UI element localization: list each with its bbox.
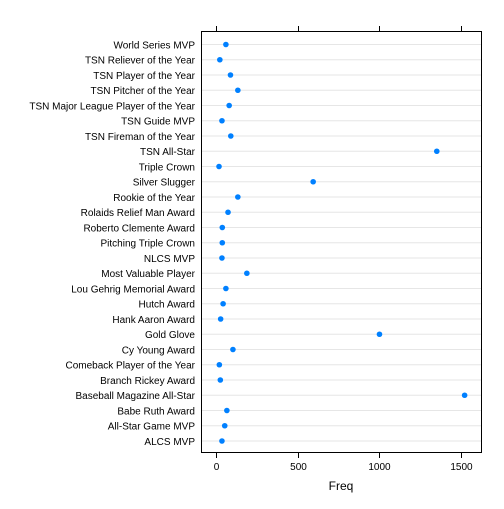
category-label-tsn-pitcher-of-the-year: TSN Pitcher of the Year (90, 86, 195, 97)
point-baseball-magazine-all-star (461, 392, 468, 399)
category-label-hank-aaron-award: Hank Aaron Award (112, 315, 195, 326)
category-label-tsn-reliever-of-the-year: TSN Reliever of the Year (85, 56, 196, 67)
category-label-triple-crown: Triple Crown (139, 162, 195, 173)
category-label-world-series-mvp: World Series MVP (113, 40, 195, 51)
point-tsn-fireman-of-the-year (228, 133, 234, 139)
x-axis-label: Freq (329, 479, 354, 493)
point-lou-gehrig-memorial-award (223, 285, 229, 292)
category-label-tsn-guide-mvp: TSN Guide MVP (121, 117, 195, 128)
category-label-tsn-player-of-the-year: TSN Player of the Year (93, 71, 195, 82)
category-labels: World Series MVP TSN Reliever of the Year… (29, 40, 196, 448)
category-label-roberto-clemente-award: Roberto Clemente Award (83, 223, 195, 234)
point-world-series-mvp (223, 41, 229, 48)
x-tick-label-1500: 1500 (450, 462, 473, 473)
category-label-gold-glove: Gold Glove (145, 330, 195, 341)
category-label-babe-ruth-award: Babe Ruth Award (117, 406, 195, 417)
point-hank-aaron-award (217, 316, 224, 322)
data-points (216, 41, 468, 444)
point-roberto-clemente-award (219, 224, 226, 231)
point-silver-slugger (310, 178, 316, 185)
point-most-valuable-player (244, 270, 250, 277)
grid-lines (202, 44, 481, 442)
category-label-hutch-award: Hutch Award (138, 300, 195, 311)
point-triple-crown (216, 163, 222, 170)
point-all-star-game-mvp (221, 422, 228, 429)
category-label-cy-young-award: Cy Young Award (122, 345, 195, 356)
category-label-rookie-of-the-year: Rookie of the Year (113, 193, 195, 204)
category-label-nlcs-mvp: NLCS MVP (144, 254, 195, 265)
point-cy-young-award (230, 346, 236, 353)
point-tsn-guide-mvp (219, 117, 225, 124)
point-tsn-reliever-of-the-year (217, 56, 223, 63)
category-label-most-valuable-player: Most Valuable Player (101, 269, 195, 280)
point-rookie-of-the-year (235, 194, 241, 200)
category-label-silver-slugger: Silver Slugger (133, 178, 196, 189)
category-label-tsn-fireman-of-the-year: TSN Fireman of the Year (85, 132, 196, 143)
category-label-alcs-mvp: ALCS MVP (144, 437, 195, 448)
x-tick-label-500: 500 (290, 462, 307, 473)
point-hutch-award (220, 300, 226, 307)
plot-frame (201, 31, 482, 453)
point-tsn-major-league-player-of-the-year (226, 102, 232, 109)
category-label-tsn-major-league-player-of-the-year: TSN Major League Player of the Year (29, 101, 195, 112)
point-pitching-triple-crown (219, 239, 226, 246)
point-nlcs-mvp (219, 255, 225, 261)
point-alcs-mvp (219, 438, 225, 444)
category-label-lou-gehrig-memorial-award: Lou Gehrig Memorial Award (71, 284, 195, 295)
point-branch-rickey-award (217, 377, 224, 383)
category-label-comeback-player-of-the-year: Comeback Player of the Year (65, 361, 195, 372)
category-label-tsn-all-star: TSN All-Star (140, 147, 196, 158)
point-babe-ruth-award (224, 407, 230, 414)
category-label-all-star-game-mvp: All-Star Game MVP (108, 422, 196, 433)
category-label-rolaids-relief-man-award: Rolaids Relief Man Award (81, 208, 195, 219)
point-comeback-player-of-the-year (216, 361, 223, 368)
category-label-baseball-magazine-all-star: Baseball Magazine All-Star (75, 391, 195, 402)
x-tick-label-0: 0 (214, 462, 220, 473)
point-tsn-all-star (433, 148, 440, 155)
point-rolaids-relief-man-award (225, 209, 231, 216)
point-tsn-player-of-the-year (227, 72, 234, 78)
x-tick-label-1000: 1000 (368, 462, 391, 473)
point-tsn-pitcher-of-the-year (235, 87, 241, 94)
category-label-branch-rickey-award: Branch Rickey Award (100, 376, 195, 387)
point-gold-glove (376, 331, 383, 338)
x-axis: 0 500 1000 1500 (214, 26, 473, 473)
category-label-pitching-triple-crown: Pitching Triple Crown (101, 239, 195, 250)
